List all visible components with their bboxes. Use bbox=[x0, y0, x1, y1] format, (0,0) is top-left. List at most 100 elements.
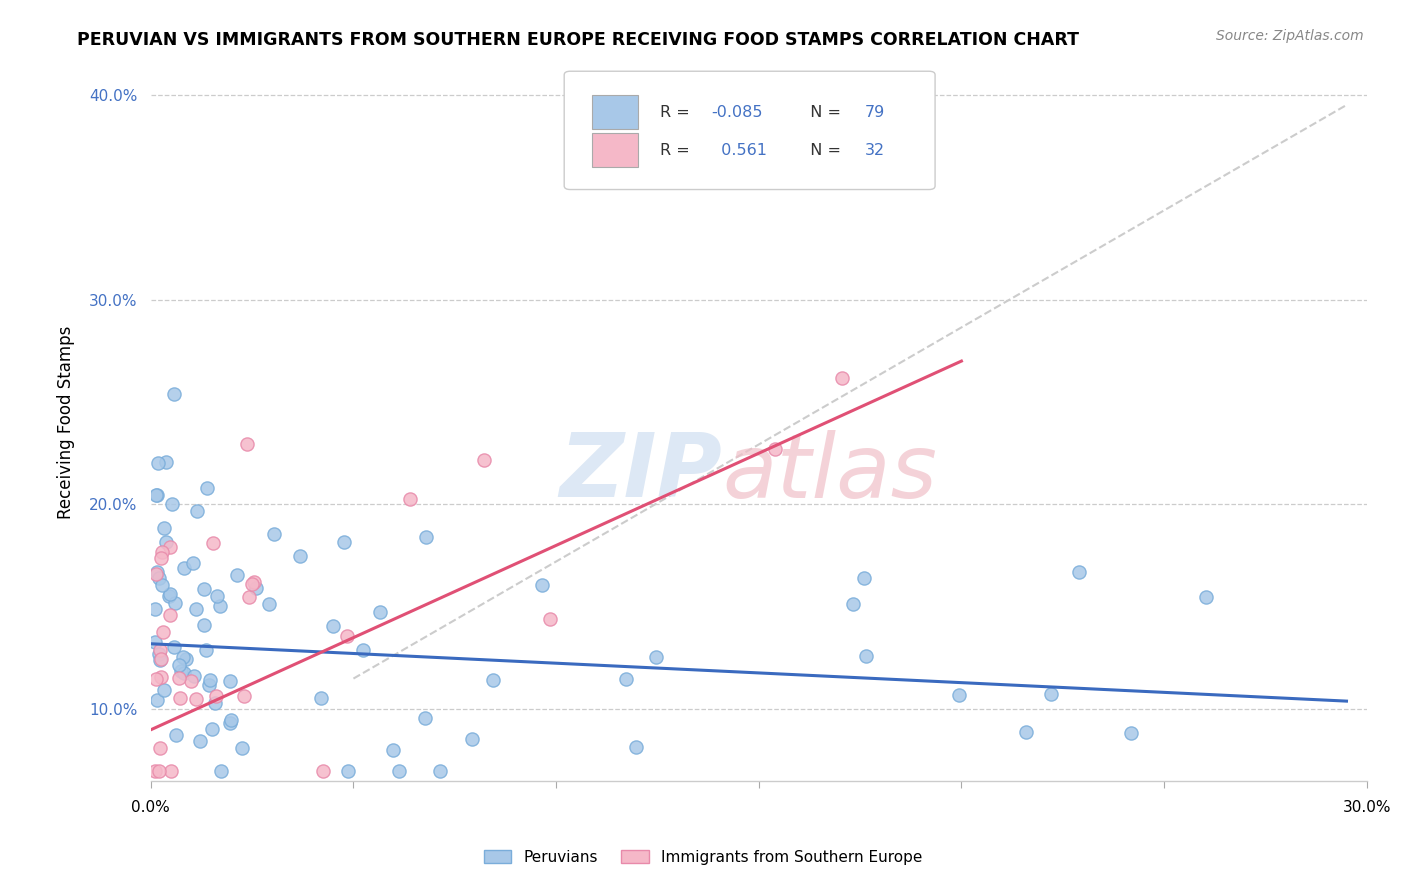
Point bbox=[149, 643, 172, 657]
Point bbox=[205, 589, 228, 603]
Point bbox=[193, 582, 215, 596]
Point bbox=[148, 764, 170, 778]
Point bbox=[163, 596, 186, 610]
Point bbox=[159, 540, 181, 554]
Point bbox=[842, 597, 865, 611]
Text: 79: 79 bbox=[865, 104, 884, 120]
Point bbox=[205, 689, 228, 703]
Point bbox=[194, 643, 217, 657]
Text: 30.0%: 30.0% bbox=[1343, 799, 1391, 814]
Point bbox=[172, 650, 194, 665]
Point bbox=[146, 693, 169, 707]
Point bbox=[145, 566, 167, 580]
Point bbox=[201, 722, 224, 736]
Point bbox=[624, 739, 647, 754]
Text: N =: N = bbox=[800, 104, 846, 120]
Point bbox=[332, 535, 354, 549]
Text: 0.0%: 0.0% bbox=[131, 799, 170, 814]
Point bbox=[149, 550, 172, 565]
Point bbox=[153, 682, 176, 697]
Point bbox=[1014, 725, 1036, 739]
Point bbox=[209, 764, 232, 778]
Point bbox=[157, 590, 180, 604]
Point bbox=[150, 578, 173, 592]
Legend: Peruvians, Immigrants from Southern Europe: Peruvians, Immigrants from Southern Euro… bbox=[478, 844, 928, 871]
Point bbox=[413, 711, 436, 725]
Point bbox=[531, 578, 554, 592]
Point bbox=[209, 599, 232, 614]
Point bbox=[245, 581, 267, 595]
Bar bbox=[592, 95, 638, 129]
Point bbox=[538, 612, 561, 626]
Text: -0.085: -0.085 bbox=[711, 104, 763, 120]
Point bbox=[152, 624, 174, 639]
Point bbox=[145, 488, 167, 502]
Point bbox=[145, 673, 167, 687]
Point bbox=[148, 571, 170, 585]
Point bbox=[155, 534, 177, 549]
Point bbox=[236, 437, 259, 451]
Point bbox=[855, 648, 877, 663]
Point bbox=[150, 652, 173, 666]
Point bbox=[152, 521, 174, 535]
Text: N =: N = bbox=[800, 143, 846, 158]
Point bbox=[180, 673, 202, 688]
Point bbox=[159, 587, 181, 601]
Point bbox=[173, 665, 195, 680]
Text: R =: R = bbox=[661, 143, 695, 158]
Point bbox=[616, 672, 638, 686]
Point bbox=[146, 456, 169, 470]
Point bbox=[240, 577, 263, 591]
Point bbox=[145, 566, 167, 581]
Point bbox=[188, 734, 211, 748]
Point bbox=[149, 653, 172, 667]
Point bbox=[152, 545, 174, 559]
Text: ZIP: ZIP bbox=[560, 429, 723, 516]
Point bbox=[150, 670, 173, 684]
Point bbox=[148, 647, 170, 661]
Text: 0.561: 0.561 bbox=[711, 143, 768, 158]
Point bbox=[143, 764, 166, 778]
Point bbox=[146, 488, 169, 502]
Point bbox=[831, 371, 853, 385]
Point bbox=[460, 732, 482, 747]
Point bbox=[231, 740, 253, 755]
Point bbox=[183, 669, 205, 683]
Point bbox=[160, 497, 183, 511]
Point bbox=[186, 504, 208, 518]
Point bbox=[159, 608, 181, 623]
Point bbox=[201, 536, 224, 550]
Point bbox=[336, 764, 359, 778]
Y-axis label: Receiving Food Stamps: Receiving Food Stamps bbox=[58, 326, 75, 519]
Point bbox=[197, 678, 219, 692]
Bar bbox=[592, 133, 638, 168]
Point bbox=[1040, 688, 1063, 702]
Point bbox=[163, 387, 186, 401]
Point bbox=[200, 673, 222, 688]
Point bbox=[186, 692, 208, 706]
Point bbox=[219, 713, 242, 727]
Text: Source: ZipAtlas.com: Source: ZipAtlas.com bbox=[1216, 29, 1364, 43]
Point bbox=[429, 764, 451, 778]
Point bbox=[165, 728, 187, 742]
Point bbox=[322, 619, 344, 633]
Point bbox=[233, 690, 256, 704]
Point bbox=[1119, 726, 1142, 740]
Point bbox=[481, 673, 503, 687]
Point bbox=[169, 657, 191, 672]
Point bbox=[163, 640, 186, 654]
Point bbox=[368, 605, 391, 619]
Point bbox=[263, 527, 285, 541]
Point bbox=[238, 590, 260, 604]
Point bbox=[160, 764, 183, 778]
Point bbox=[243, 575, 266, 590]
Point bbox=[763, 442, 786, 456]
Point bbox=[644, 650, 666, 665]
Point bbox=[948, 689, 970, 703]
Text: atlas: atlas bbox=[723, 430, 938, 516]
Point bbox=[1195, 590, 1218, 604]
Point bbox=[312, 764, 335, 778]
Point bbox=[145, 602, 167, 616]
Point bbox=[170, 665, 193, 679]
Point bbox=[474, 453, 496, 467]
